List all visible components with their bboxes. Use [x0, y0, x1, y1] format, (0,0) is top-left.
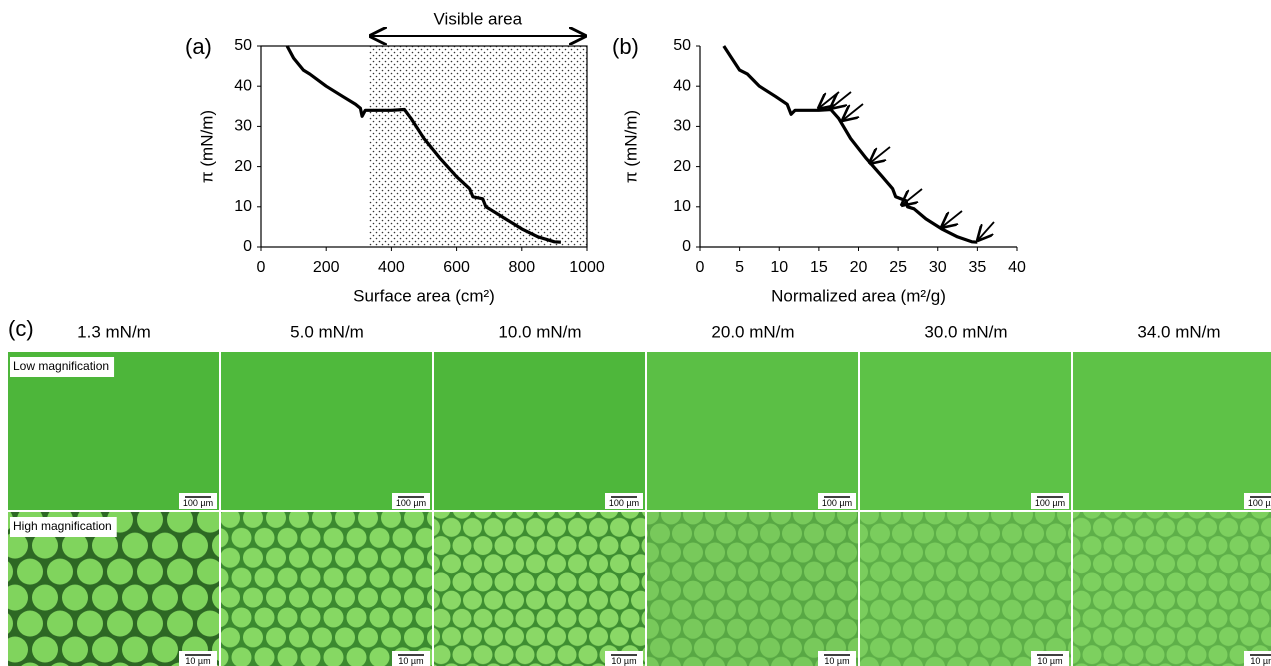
column-heading: 10.0 mN/m: [498, 322, 581, 341]
row-label: High magnification: [13, 519, 112, 533]
data-line: [722, 45, 978, 244]
x-tick-label: 35: [968, 259, 986, 276]
micrograph: [860, 512, 1071, 666]
micrograph: [8, 512, 219, 666]
panel-label: (b): [612, 34, 639, 59]
arrow: [870, 146, 891, 163]
micrograph: [647, 512, 858, 666]
scale-bar-label: 10 µm: [185, 656, 210, 666]
y-tick-label: 0: [682, 238, 691, 255]
micrograph: [1073, 352, 1271, 510]
y-tick-label: 0: [243, 238, 252, 255]
x-tick-label: 15: [810, 259, 828, 276]
micrograph: [1073, 512, 1271, 666]
column-heading: 20.0 mN/m: [711, 322, 794, 341]
row-label: Low magnification: [13, 359, 109, 373]
row-label-box: [10, 357, 115, 377]
scale-bar-label: 10 µm: [1250, 656, 1271, 666]
column-heading: 5.0 mN/m: [290, 322, 364, 341]
arrow: [843, 103, 864, 120]
y-tick-label: 20: [673, 158, 691, 175]
plot-frame: [260, 45, 588, 248]
x-axis-label: Surface area (cm²): [353, 286, 495, 305]
column-heading: 30.0 mN/m: [924, 322, 1007, 341]
scale-bar-label: 100 µm: [183, 498, 213, 508]
data-line: [285, 45, 561, 244]
x-tick-label: 400: [378, 259, 405, 276]
scale-bar-label: 10 µm: [398, 656, 423, 666]
column-heading: 1.3 mN/m: [77, 322, 151, 341]
x-tick-label: 800: [508, 259, 535, 276]
arrow: [978, 221, 995, 240]
y-tick-label: 20: [234, 158, 252, 175]
y-axis-label: π (mN/m): [621, 110, 640, 183]
scale-bar-label: 100 µm: [1035, 498, 1065, 508]
micrograph: [434, 352, 645, 510]
micrograph: [647, 352, 858, 510]
y-tick-label: 40: [234, 77, 252, 94]
y-axis-label: π (mN/m): [197, 110, 216, 183]
arrow: [942, 210, 963, 227]
column-heading: 34.0 mN/m: [1137, 322, 1220, 341]
panel-label: (c): [8, 316, 34, 341]
scale-bar-label: 100 µm: [822, 498, 852, 508]
y-tick-label: 40: [673, 77, 691, 94]
x-tick-label: 40: [1008, 259, 1026, 276]
x-tick-label: 0: [257, 259, 266, 276]
arrow: [831, 91, 852, 108]
y-tick-label: 10: [234, 198, 252, 215]
x-tick-label: 10: [770, 259, 788, 276]
x-tick-label: 1000: [569, 259, 605, 276]
x-tick-label: 200: [313, 259, 340, 276]
y-tick-label: 30: [673, 118, 691, 135]
x-tick-label: 20: [850, 259, 868, 276]
micrograph: [221, 352, 432, 510]
arrow: [819, 91, 840, 108]
shaded-area: [368, 46, 587, 247]
scale-bar-label: 100 µm: [1248, 498, 1271, 508]
annotation: Visible area: [434, 9, 523, 28]
arrows: [819, 91, 995, 240]
y-tick-label: 50: [234, 37, 252, 54]
micrograph: [860, 352, 1071, 510]
x-tick-label: 600: [443, 259, 470, 276]
row-label-box: [10, 517, 117, 537]
y-tick-label: 30: [234, 118, 252, 135]
y-tick-label: 10: [673, 198, 691, 215]
x-axis-label: Normalized area (m²/g): [771, 286, 946, 305]
x-tick-label: 25: [889, 259, 907, 276]
x-tick-label: 0: [696, 259, 705, 276]
micrograph: [434, 512, 645, 666]
scale-bar-label: 10 µm: [1037, 656, 1062, 666]
micrograph: [8, 352, 219, 510]
micrograph: [221, 512, 432, 666]
scale-bar-label: 100 µm: [609, 498, 639, 508]
y-tick-label: 50: [673, 37, 691, 54]
scale-bar-label: 10 µm: [611, 656, 636, 666]
panel-label: (a): [185, 34, 212, 59]
scale-bar-label: 10 µm: [824, 656, 849, 666]
x-tick-label: 5: [735, 259, 744, 276]
scale-bar-label: 100 µm: [396, 498, 426, 508]
x-tick-label: 30: [929, 259, 947, 276]
